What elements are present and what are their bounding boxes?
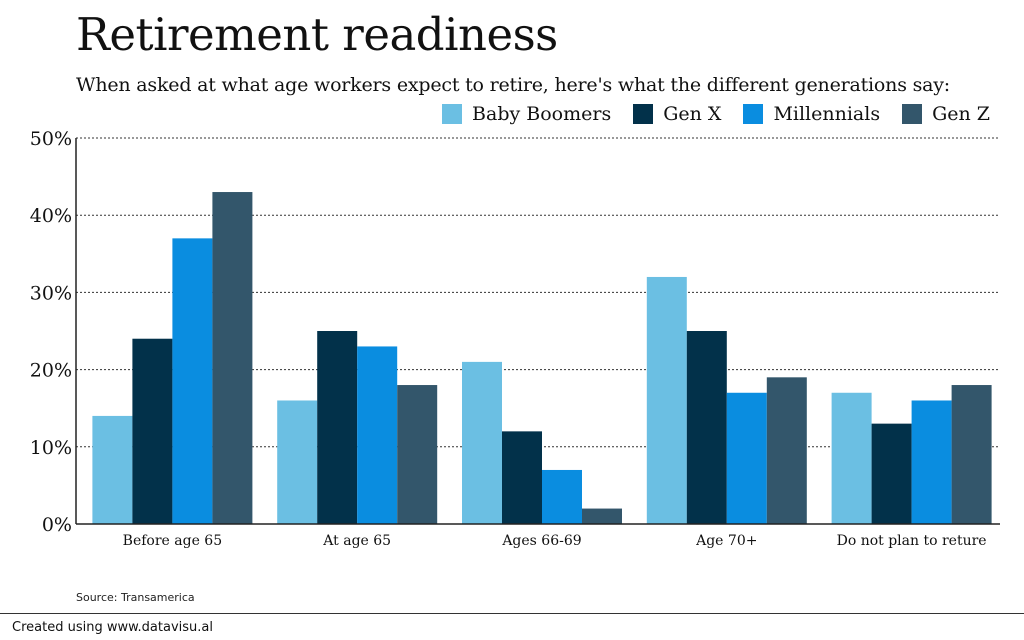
x-category-label: Age 70+ <box>695 533 757 549</box>
bar-baby-boomers <box>277 400 318 524</box>
bar-baby-boomers <box>462 361 502 524</box>
legend-swatch-gen-x <box>633 104 654 124</box>
x-category-label: Ages 66-69 <box>501 533 581 549</box>
bar-gen-z <box>582 508 622 524</box>
x-category-label: Before age 65 <box>123 533 222 549</box>
bar-millennials <box>542 469 582 524</box>
bar-chart: 0% 10% 20% 30% 40% 50% Before age 65 At age 65 A… <box>30 128 1000 549</box>
bar-baby-boomers <box>646 276 687 524</box>
y-tick-label: 30% <box>30 282 72 304</box>
bar-millennials <box>726 392 767 524</box>
chart-title: Retirement readiness <box>76 8 558 61</box>
bar-gen-z <box>951 385 992 524</box>
bar-millennials <box>172 238 213 525</box>
bar-gen-z <box>766 377 807 524</box>
legend-item-baby-boomers: Baby Boomers <box>442 103 611 125</box>
chart-subtitle: When asked at what age workers expect to… <box>76 74 951 96</box>
legend-swatch-gen-z <box>902 104 923 124</box>
legend: Baby Boomers Gen X Millennials Gen Z <box>442 103 990 125</box>
bar-millennials <box>357 346 398 524</box>
bar-gen-x <box>871 423 912 524</box>
footer-credit: Created using www.datavisu.al <box>12 620 213 635</box>
y-tick-label: 20% <box>30 360 72 382</box>
bar-baby-boomers <box>831 392 872 524</box>
x-category-label: At age 65 <box>322 533 391 549</box>
legend-swatch-millennials <box>743 104 764 124</box>
bar-millennials <box>911 400 952 524</box>
y-tick-label: 0% <box>42 514 72 536</box>
bar-gen-z <box>397 385 438 524</box>
y-tick-label: 10% <box>30 437 72 459</box>
legend-label-baby-boomers: Baby Boomers <box>472 103 612 125</box>
legend-item-gen-z: Gen Z <box>902 103 990 125</box>
legend-label-gen-x: Gen X <box>663 103 722 125</box>
legend-item-millennials: Millennials <box>743 103 880 125</box>
y-tick-label: 50% <box>30 128 72 150</box>
legend-item-gen-x: Gen X <box>633 103 721 125</box>
legend-swatch-baby-boomers <box>442 104 463 124</box>
legend-label-gen-z: Gen Z <box>932 103 990 125</box>
bar-gen-z <box>212 192 253 525</box>
source-note: Source: Transamerica <box>76 591 195 604</box>
bar-baby-boomers <box>92 415 133 524</box>
bar-gen-x <box>686 331 727 524</box>
footer-divider <box>0 613 1024 614</box>
legend-label-millennials: Millennials <box>773 103 881 125</box>
bar-gen-x <box>502 431 542 524</box>
bar-gen-x <box>132 338 173 524</box>
bar-gen-x <box>317 331 358 524</box>
x-category-label: Do not plan to reture <box>837 533 987 549</box>
y-tick-label: 40% <box>30 205 72 227</box>
